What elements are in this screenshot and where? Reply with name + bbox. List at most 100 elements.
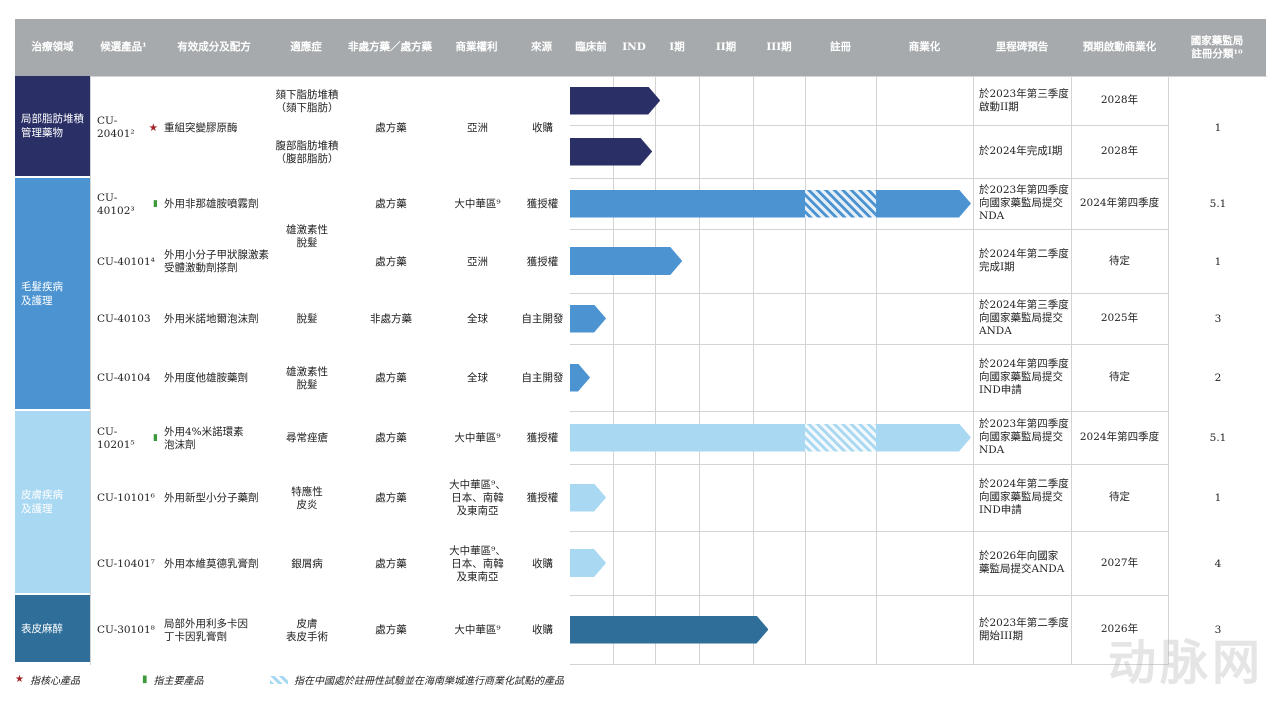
cell-milestone: 於2024年第三季度 向國家藥監局提交 ANDA bbox=[979, 299, 1069, 337]
row-divider bbox=[90, 595, 1266, 596]
cell-launch: 2027年 bbox=[1100, 556, 1139, 569]
cell-code: CU-20401² ★ bbox=[91, 77, 158, 179]
cell-rights: 大中華區⁹ bbox=[440, 596, 515, 665]
cell-indication: 雄激素性 脫髮 bbox=[272, 345, 342, 412]
cell-code: CU-10201⁵ ▮ bbox=[91, 412, 158, 465]
cell-class: 5.1 bbox=[1169, 412, 1267, 465]
header-cell: 國家藥監局 註冊分類¹⁰ bbox=[1168, 19, 1266, 76]
legend-text: 指核心產品 bbox=[29, 676, 80, 687]
cell-source: 自主開發 bbox=[515, 294, 570, 345]
cell-launch: 2025年 bbox=[1100, 312, 1139, 324]
cell-launch: 2024年第四季度 bbox=[1079, 431, 1160, 443]
header-cell: 有效成分及配方 bbox=[157, 19, 271, 76]
therapeutic-area: 局部脂肪堆積 管理藥物 bbox=[15, 76, 90, 178]
progress-bar bbox=[570, 616, 768, 644]
cell-code: CU-40101⁴ bbox=[91, 230, 158, 294]
cell-milestone: 於2024年第四季度 向國家藥監局提交 IND申請 bbox=[979, 358, 1069, 396]
cell-rights: 大中華區⁹ bbox=[440, 179, 515, 230]
header-cell: IND bbox=[613, 19, 655, 76]
cell-rights: 大中華區⁹、 日本、南韓 及東南亞 bbox=[440, 465, 515, 532]
cell-launch: 待定 bbox=[1109, 254, 1130, 267]
col-divider bbox=[90, 76, 91, 664]
col-divider bbox=[973, 76, 974, 664]
cell-milestone: 於2026年向國家 藥監局提交ANDA bbox=[979, 550, 1065, 575]
therapeutic-area: 表皮麻醉 bbox=[15, 595, 90, 664]
cell-launch: 2028年 bbox=[1100, 145, 1139, 157]
progress-bar bbox=[570, 424, 971, 452]
cell-source: 收購 bbox=[515, 532, 570, 596]
core-legend: ★ 指核心產品 bbox=[15, 672, 80, 687]
cell-milestone: 於2023年第四季度 向國家藥監局提交 NDA bbox=[979, 418, 1069, 456]
cell-source: 自主開發 bbox=[515, 345, 570, 412]
cell-ingredient: 外用非那雄胺噴霧劑 bbox=[158, 179, 272, 230]
cell-rx: 處方藥 bbox=[342, 230, 440, 294]
cell-rx: 處方藥 bbox=[342, 532, 440, 596]
cell-indication: 尋常痤瘡 bbox=[272, 412, 342, 465]
cell-milestone: 於2024年完成I期 bbox=[979, 145, 1063, 157]
row-divider bbox=[90, 178, 1266, 179]
cell-class: 3 bbox=[1169, 596, 1267, 665]
cell-ingredient: 外用度他雄胺藥劑 bbox=[158, 345, 272, 412]
cell-code: CU-40102³ ▮ bbox=[91, 179, 158, 230]
registration-hatch bbox=[805, 424, 876, 452]
cell-rx: 處方藥 bbox=[342, 179, 440, 230]
header-cell: 商業化 bbox=[876, 19, 973, 76]
cell-launch: 2028年 bbox=[1100, 94, 1139, 106]
progress-bar bbox=[570, 305, 606, 333]
cell-class: 1 bbox=[1169, 77, 1267, 179]
hatch-swatch-icon bbox=[270, 675, 288, 684]
cell-launch: 待定 bbox=[1109, 491, 1130, 503]
cell-rights: 大中華區⁹、 日本、南韓 及東南亞 bbox=[440, 532, 515, 596]
header-cell: 來源 bbox=[514, 19, 569, 76]
main-product-flag-icon: ▮ bbox=[153, 199, 158, 209]
cell-code: CU-10401⁷ bbox=[91, 532, 158, 596]
row-divider bbox=[90, 344, 1266, 345]
cell-source: 收購 bbox=[515, 596, 570, 665]
cell-code: CU-10101⁶ bbox=[91, 465, 158, 532]
cell-code: CU-30101⁸ bbox=[91, 596, 158, 665]
cell-milestone: 於2023年第二季度 開始III期 bbox=[979, 616, 1069, 642]
cell-source: 獲授權 bbox=[515, 412, 570, 465]
main-legend: ▮ 指主要產品 bbox=[142, 672, 204, 687]
header-cell: III期 bbox=[753, 19, 805, 76]
cell-rights: 全球 bbox=[440, 345, 515, 412]
cell-indication: 脫髮 bbox=[272, 294, 342, 345]
col-divider bbox=[753, 76, 754, 664]
progress-bar bbox=[570, 190, 971, 218]
row-divider bbox=[90, 76, 1266, 77]
cell-ingredient: 外用小分子甲狀腺激素 受體激動劑搽劑 bbox=[158, 230, 272, 294]
cell-rx: 處方藥 bbox=[342, 465, 440, 532]
header-cell: II期 bbox=[699, 19, 753, 76]
cell-milestone: 於2024年第二季度 完成I期 bbox=[979, 248, 1069, 273]
cell-source: 獲授權 bbox=[515, 230, 570, 294]
cell-source: 獲授權 bbox=[515, 179, 570, 230]
core-product-star-icon: ★ bbox=[148, 121, 158, 134]
cell-ingredient: 重組突變膠原酶 bbox=[158, 77, 272, 179]
cell-source: 獲授權 bbox=[515, 465, 570, 532]
progress-bar bbox=[570, 247, 682, 275]
cell-milestone: 於2024年第二季度 向國家藥監局提交 IND申請 bbox=[979, 478, 1069, 516]
cell-class: 3 bbox=[1169, 294, 1267, 345]
col-divider bbox=[613, 76, 614, 664]
col-divider bbox=[655, 76, 656, 664]
cell-ingredient: 外用米諾地爾泡沫劑 bbox=[158, 294, 272, 345]
row-divider bbox=[90, 531, 1266, 532]
legend-text: 指主要產品 bbox=[153, 676, 204, 687]
cell-code: CU-40104 bbox=[91, 345, 158, 412]
watermark-logo: 动脉网 bbox=[1107, 635, 1264, 691]
registration-hatch bbox=[805, 190, 876, 218]
cell-rx: 處方藥 bbox=[342, 412, 440, 465]
cell-rights: 亞洲 bbox=[440, 230, 515, 294]
main-product-flag-icon: ▮ bbox=[153, 433, 158, 443]
cell-source: 收購 bbox=[515, 77, 570, 179]
cell-indication: 皮膚 表皮手術 bbox=[272, 596, 342, 665]
cell-indication: 銀屑病 bbox=[272, 532, 342, 596]
cell-class: 5.1 bbox=[1169, 179, 1267, 230]
cell-indication: 雄激素性 脫髮 bbox=[272, 179, 342, 294]
row-divider bbox=[90, 229, 1266, 230]
header-cell: 治療領域 bbox=[15, 19, 90, 76]
cell-ingredient: 局部外用利多卡因 丁卡因乳膏劑 bbox=[158, 596, 272, 665]
cell-indication: 頦下脂肪堆積 （頦下脂肪） bbox=[272, 77, 342, 126]
cell-rx: 處方藥 bbox=[342, 596, 440, 665]
